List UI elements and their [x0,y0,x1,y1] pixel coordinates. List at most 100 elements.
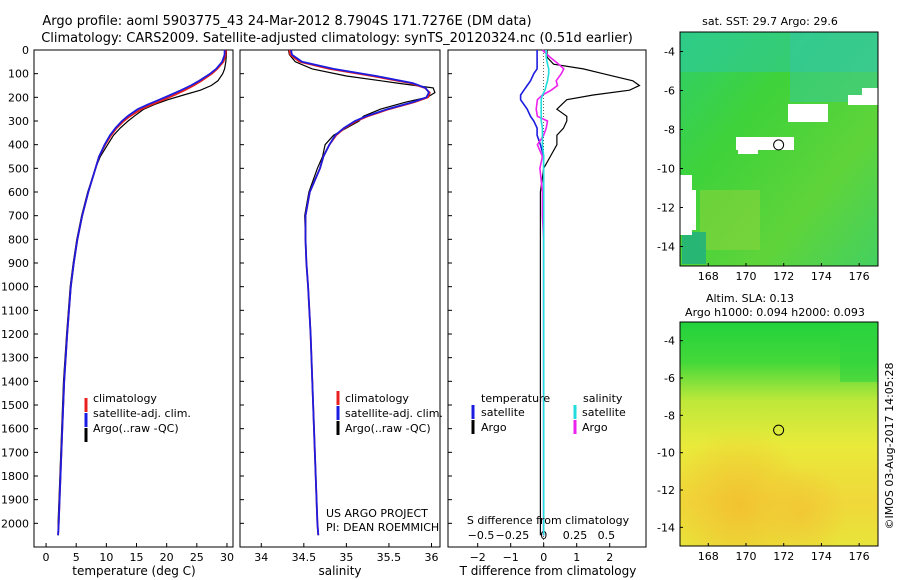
map-ytick-label: -14 [657,521,675,534]
t-diff-xtick-label: 1 [573,551,580,564]
temperature-ytick-label: 2000 [1,517,29,530]
salinity-panel: 34 34.5 35 35.5 36 salinity climatology sate… [239,49,443,578]
map-ytick-label: -6 [664,85,675,98]
diff-series-t-argo [539,50,641,536]
temperature-ytick-label: 100 [8,68,29,81]
title-line-2: Climatology: CARS2009. Satellite-adjuste… [41,31,633,46]
t-diff-xtick-label: −2 [470,551,486,564]
temperature-xlabel: temperature (deg C) [72,564,195,578]
salinity-xtick-label: 34 [254,551,268,564]
t-diff-xtick-label: −1 [503,551,519,564]
t-diff-xtick-label: 0 [540,551,547,564]
temperature-ytick-label: 500 [8,162,29,175]
temperature-ytick-label: 1200 [1,328,29,341]
title-line-1: Argo profile: aoml 5903775_43 24-Mar-201… [42,14,531,29]
temperature-panel: 0100200300400500600700800900100011001200… [1,44,234,578]
s-diff-xtick-label: −0.5 [468,529,495,542]
temperature-ytick-label: 700 [8,210,29,223]
salinity-xtick-label: 36 [424,551,438,564]
diff-series-s-satellite [540,50,550,536]
map-ytick-label: -6 [664,372,675,385]
temperature-xtick-label: 20 [160,551,174,564]
map-xtick-label: 170 [736,550,757,563]
temperature-ytick-label: 1500 [1,399,29,412]
temperature-ytick-label: 1800 [1,470,29,483]
map-xtick-label: 172 [773,550,794,563]
map-ytick-label: -14 [657,241,675,254]
difference-axes [447,49,647,548]
temperature-ytick-label: 600 [8,186,29,199]
imos-stamp: ©IMOS 03-Aug-2017 14:05:28 [883,363,896,530]
legend-t-satellite: satellite [481,406,525,419]
temperature-ytick-label: 900 [8,257,29,270]
legend-temperature-title: temperature [481,392,550,405]
sla-green-patch [840,322,878,382]
temperature-ytick-label: 200 [8,91,29,104]
temperature-ytick-label: 300 [8,115,29,128]
temperature-xtick-label: 15 [130,551,144,564]
legend-s-argo: Argo [582,421,608,434]
temperature-xtick-label: 25 [190,551,204,564]
map-ytick-label: -12 [657,484,675,497]
sst-coastal-patch [682,232,706,264]
temperature-ytick-label: 1000 [1,281,29,294]
map-ytick-label: -4 [664,46,675,59]
sla-map-frame [679,321,879,547]
temperature-xtick-label: 0 [43,551,50,564]
temperature-ytick-label: 800 [8,233,29,246]
temperature-ytick-label: 1300 [1,352,29,365]
map-ytick-label: -10 [657,163,675,176]
s-diff-xtick-label: −0.25 [495,529,529,542]
map-xtick-label: 174 [811,550,832,563]
s-difference-label: S difference from climatology [467,514,630,527]
map-xtick-label: 176 [849,270,870,283]
salinity-xlabel: salinity [318,564,361,578]
legend-salinity-title: salinity [583,392,623,405]
t-difference-label: T difference from climatology [459,564,637,578]
temperature-xtick-label: 10 [99,551,113,564]
legend-satellite: satellite-adj. clim. [345,407,443,420]
sst-cool-band [680,32,878,72]
salinity-xtick-label: 35 [339,551,353,564]
map-xtick-label: 172 [773,270,794,283]
s-diff-xtick-label: 0.5 [598,529,616,542]
temperature-ytick-label: 1900 [1,494,29,507]
temperature-ytick-label: 1700 [1,446,29,459]
legend-argo: Argo(..raw -QC) [93,422,179,435]
salinity-xtick-label: 34.5 [292,551,317,564]
temperature-xtick-label: 30 [220,551,234,564]
s-diff-xtick-label: 0.25 [563,529,588,542]
map-xtick-label: 176 [849,550,870,563]
sst-map-frame [679,31,879,267]
salinity-legend: climatology satellite-adj. clim. Argo(..… [336,391,443,435]
salinity-xtick-label: 35.5 [377,551,402,564]
pi-annotation: PI: DEAN ROEMMICH [326,521,439,534]
salinity-axes [239,49,441,548]
project-annotation: US ARGO PROJECT [326,507,428,520]
map-xtick-label: 168 [698,550,719,563]
map-ytick-label: -8 [664,409,675,422]
map-ytick-label: -4 [664,335,675,348]
salinity-series-satellite-adj-clim- [290,49,430,536]
temperature-ytick-label: 0 [22,44,29,57]
legend-argo: Argo(..raw -QC) [345,422,431,435]
map-ytick-label: -12 [657,202,675,215]
t-diff-xtick-label: 2 [606,551,613,564]
temperature-ytick-label: 1600 [1,423,29,436]
sst-map-panel: sat. SST: 29.7 Argo: 29.6 168 170 172 174 17… [657,15,879,283]
difference-legend: temperature satellite Argo salinity sate… [471,392,626,434]
temperature-series-satellite-adj-clim- [57,50,226,536]
temperature-ytick-label: 1100 [1,304,29,317]
sla-argo-marker [773,424,785,436]
legend-s-satellite: satellite [582,406,626,419]
difference-panel: −2 −1 0 1 2 −0.5 −0.25 0 0.25 0.5 S difference fr… [447,49,647,578]
temperature-axes [33,49,234,548]
s-diff-xtick-label: 0 [540,529,547,542]
sst-warm-patch [700,190,760,250]
temperature-legend: climatology satellite-adj. clim. Argo(..… [84,392,191,442]
sst-argo-marker [773,139,785,151]
sla-map-title-2: Argo h1000: 0.094 h2000: 0.093 [685,306,865,319]
temperature-xtick-label: 5 [73,551,80,564]
map-ytick-label: -10 [657,447,675,460]
temperature-ytick-label: 400 [8,139,29,152]
